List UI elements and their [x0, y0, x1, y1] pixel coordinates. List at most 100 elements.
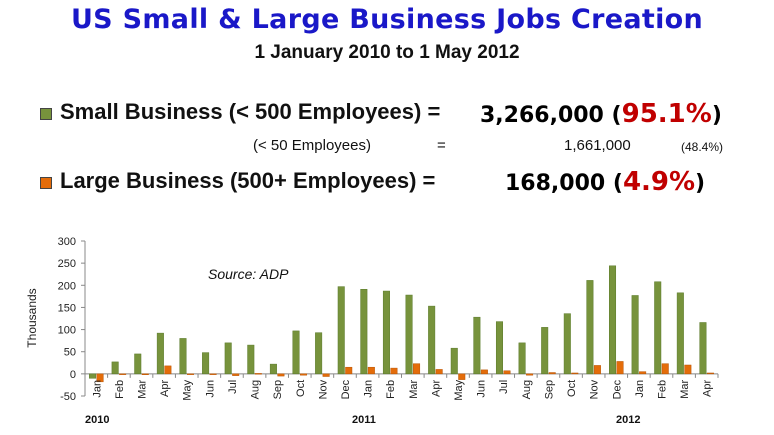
small-business-bar	[292, 330, 300, 375]
small-business-bar	[450, 347, 458, 375]
x-tick-label: Jun	[476, 380, 488, 398]
y-tick-label: 50	[64, 347, 76, 359]
large-business-bar	[254, 373, 262, 375]
page-title: US Small & Large Business Jobs Creation	[70, 4, 704, 35]
small-business-close: )	[711, 103, 722, 128]
x-tick-label: Mar	[679, 380, 691, 399]
large-business-close: )	[695, 171, 706, 196]
small-business-bullet	[40, 108, 52, 120]
large-business-bar	[684, 364, 692, 375]
x-tick-label: Apr	[430, 380, 442, 397]
x-tick-label: Feb	[656, 380, 668, 399]
y-tick-label: 300	[58, 236, 76, 248]
small-business-bar	[269, 363, 277, 375]
page-subtitle: 1 January 2010 to 1 May 2012	[254, 42, 520, 63]
under-50-value: 1,661,000	[564, 137, 631, 154]
year-label: 2012	[616, 414, 640, 426]
large-business-bar	[593, 365, 601, 375]
large-business-bar	[661, 363, 669, 375]
small-business-bar	[518, 342, 526, 375]
large-business-bar	[458, 373, 466, 380]
large-business-bar	[616, 361, 624, 375]
large-business-bullet	[40, 177, 52, 189]
y-axis-label: Thousands	[25, 288, 39, 347]
small-business-bar	[541, 327, 549, 375]
large-business-value-line: 168,000 (4.9%)	[505, 167, 705, 197]
chart-labels: -50 0 50 100 150 200 250 300 Jan Feb Mar Apr May Jun J…	[58, 236, 714, 426]
year-label: 2011	[352, 414, 376, 426]
large-business-pct: 4.9%	[622, 167, 696, 197]
small-business-bar	[654, 281, 662, 375]
y-tick-label: 100	[58, 325, 76, 337]
under-50-pct: (48.4%)	[681, 140, 724, 154]
large-business-bar	[639, 371, 647, 375]
small-business-bar	[360, 289, 368, 375]
source-annotation: Source: ADP	[208, 266, 289, 282]
y-tick-label: 150	[58, 302, 76, 314]
y-tick-label: 250	[58, 258, 76, 270]
small-business-bar	[337, 286, 345, 375]
x-tick-label: May	[182, 379, 194, 400]
x-tick-label: Jan	[634, 380, 646, 398]
x-tick-label: Oct	[295, 380, 307, 397]
x-tick-label: Sep	[272, 380, 284, 400]
small-business-bar	[699, 322, 707, 375]
small-business-bar	[428, 305, 436, 375]
large-business-bar	[300, 373, 308, 376]
small-business-label: Small Business (< 500 Employees) =	[60, 99, 441, 124]
large-business-bar	[706, 372, 714, 375]
small-business-bar	[315, 332, 323, 375]
jobs-bar-chart: -50 0 50 100 150 200 250 300 Jan Feb Mar Apr May Jun J…	[25, 236, 719, 426]
small-business-bar	[111, 361, 119, 375]
x-tick-label: Jan	[91, 380, 103, 398]
x-tick-label: Dec	[340, 379, 352, 399]
small-business-bar	[382, 290, 390, 375]
large-business-bar	[322, 373, 330, 377]
large-business-bar	[186, 373, 194, 375]
x-tick-label: Jun	[204, 380, 216, 398]
large-business-label: Large Business (500+ Employees) =	[60, 168, 436, 193]
x-tick-label: Mar	[137, 380, 149, 399]
small-business-bar	[89, 373, 97, 379]
x-tick-label: Jul	[227, 380, 239, 394]
x-tick-label: May	[453, 379, 465, 400]
y-tick-label: 200	[58, 280, 76, 292]
x-tick-label: Jul	[498, 380, 510, 394]
large-business-bar	[548, 372, 556, 375]
small-business-value-line: 3,266,000 (95.1%)	[480, 99, 722, 129]
large-business-bar	[367, 366, 375, 375]
y-tick-label: -50	[60, 391, 76, 403]
small-business-bar	[495, 321, 503, 375]
x-tick-label: Apr	[702, 380, 714, 397]
small-business-bar	[631, 295, 639, 375]
chart-bars	[89, 265, 714, 383]
small-business-bar	[202, 352, 210, 375]
x-tick-label: Feb	[114, 380, 126, 399]
x-tick-label: Nov	[317, 379, 329, 399]
large-business-bar	[141, 373, 149, 375]
under-50-label: (< 50 Employees)	[253, 137, 371, 154]
x-tick-label: Sep	[543, 380, 555, 400]
x-tick-label: Apr	[159, 380, 171, 397]
small-business-bar	[224, 342, 232, 375]
x-tick-label: Dec	[611, 379, 623, 399]
large-business-bar	[96, 373, 104, 383]
x-tick-label: Nov	[589, 379, 601, 399]
x-tick-label: Jan	[363, 380, 375, 398]
x-tick-label: Aug	[250, 380, 262, 400]
x-tick-label: Feb	[385, 380, 397, 399]
large-business-bar	[571, 372, 579, 375]
small-business-bar	[134, 353, 142, 375]
small-business-bar	[156, 332, 164, 375]
small-business-bar	[563, 313, 571, 375]
small-business-bar	[473, 316, 481, 375]
x-tick-label: Aug	[521, 380, 533, 400]
small-business-value: 3,266,000	[480, 103, 604, 128]
large-business-bar	[277, 373, 285, 377]
large-business-bar	[164, 365, 172, 375]
y-tick-label: 0	[70, 369, 76, 381]
small-business-bar	[586, 280, 594, 375]
small-business-bar	[676, 292, 684, 375]
large-business-bar	[209, 373, 217, 375]
under-50-eq: =	[437, 137, 446, 154]
